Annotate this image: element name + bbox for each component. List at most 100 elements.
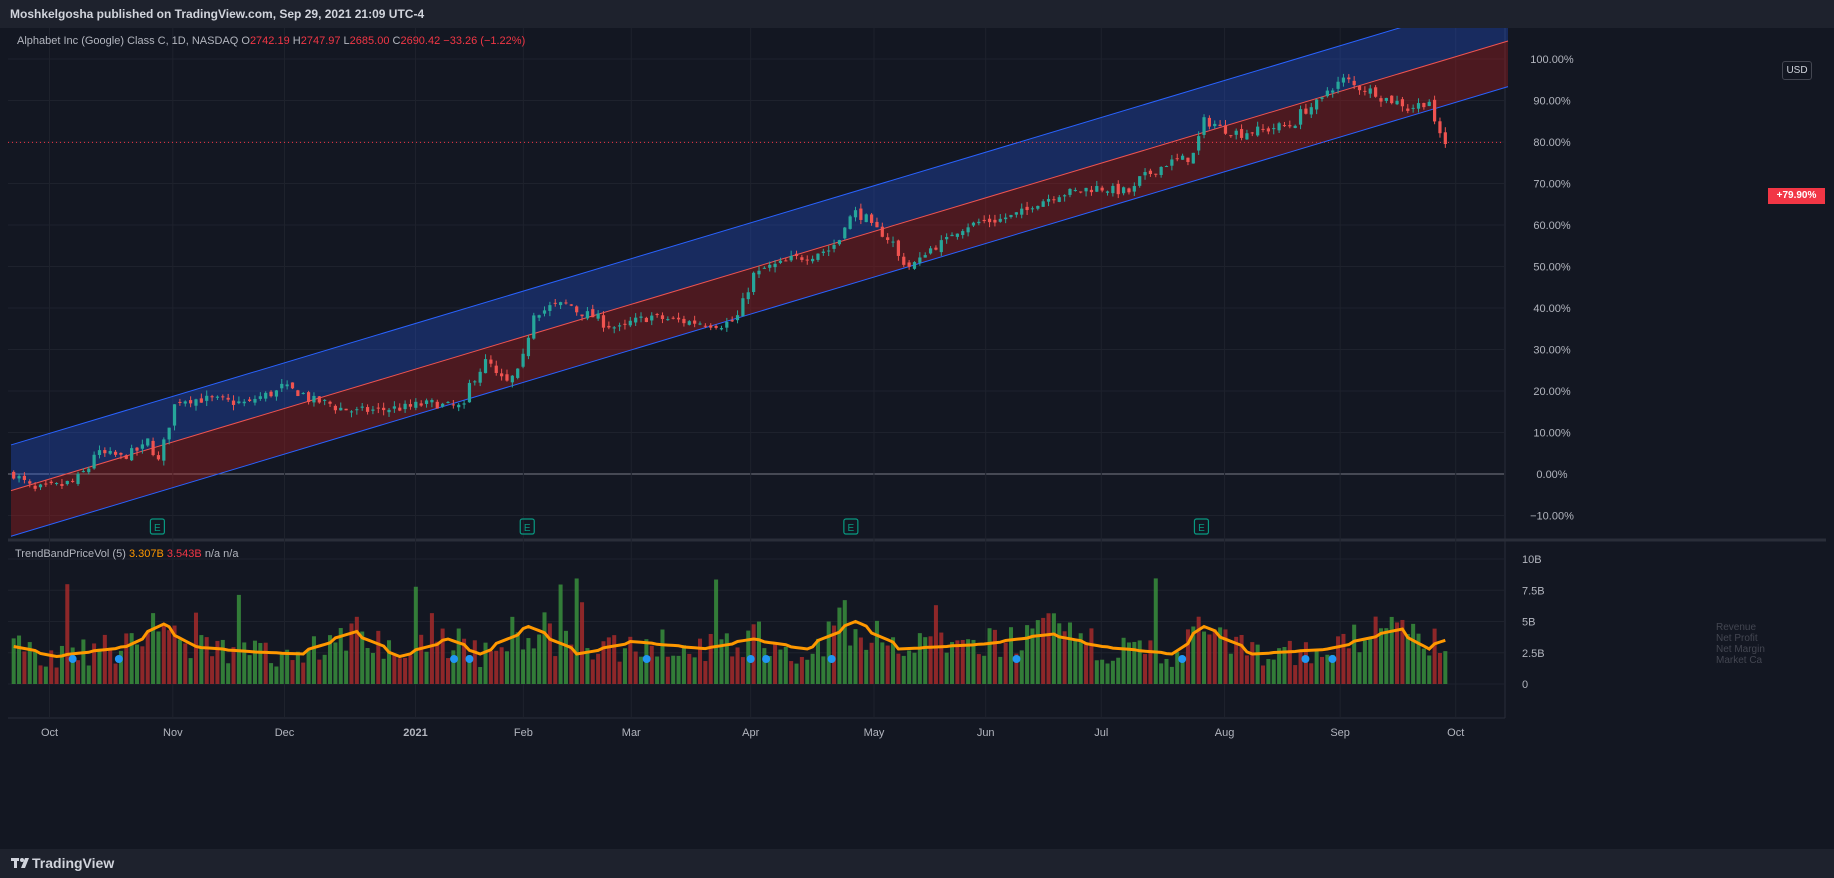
candle-body: [1100, 187, 1104, 191]
volume-bar: [129, 633, 134, 684]
svg-text:E: E: [154, 523, 161, 534]
volume-bar: [360, 631, 365, 684]
candle-body: [349, 411, 354, 413]
volume-bar: [622, 648, 627, 684]
volume-bar: [837, 607, 842, 684]
candle-body: [76, 473, 80, 484]
candle-body: [612, 327, 616, 329]
candle-body: [1057, 197, 1061, 202]
volume-bar: [1148, 640, 1153, 684]
candle-body: [752, 272, 756, 293]
price-tick-label: 0.00%: [1536, 469, 1567, 481]
lower-channel-line: [10, 86, 1509, 537]
volume-bar: [1293, 665, 1298, 684]
volume-bar: [1089, 628, 1094, 684]
candle-body: [258, 396, 262, 399]
volume-bar: [172, 625, 177, 684]
volume-bar: [933, 605, 938, 684]
candle-body: [97, 450, 102, 455]
volume-bar: [580, 602, 585, 684]
candle-body: [103, 450, 107, 454]
candle-body: [703, 325, 707, 327]
candle-body: [617, 325, 622, 327]
price-tick-label: 30.00%: [1533, 345, 1571, 357]
volume-bar: [1051, 613, 1056, 684]
candle-body: [49, 481, 53, 484]
candle-body: [151, 440, 155, 456]
gridlines: [8, 28, 1826, 719]
candle-body: [655, 314, 659, 316]
volume-bar: [33, 651, 38, 684]
chart-svg[interactable]: E E E E 100.00% 90.00% 80.00% 70.00% 60.00% 50.0…: [8, 0, 1826, 849]
candle-body: [172, 404, 177, 426]
volume-bar: [1164, 658, 1169, 684]
fundamental-label: Revenue: [1716, 622, 1757, 633]
candle-body: [875, 221, 879, 228]
volume-bar: [874, 620, 879, 684]
high-value: 2747.97: [300, 35, 341, 47]
volume-bar: [1378, 628, 1383, 684]
candle-body: [1014, 212, 1018, 215]
fundamental-label: Market Ca: [1716, 655, 1763, 666]
volume-bar: [992, 629, 997, 684]
footer-bar: TradingView: [0, 849, 1834, 878]
volume-bar: [381, 658, 386, 684]
open-label: O: [241, 35, 250, 47]
candle-body: [231, 400, 236, 405]
candle-body: [741, 298, 745, 317]
volume-bar: [1218, 627, 1223, 684]
candle-body: [1009, 214, 1013, 218]
candle-body: [848, 216, 852, 229]
volume-bar: [54, 667, 59, 684]
symbol-name: Alphabet Inc (Google) Class C, 1D, NASDA…: [17, 35, 239, 47]
volume-bar: [102, 634, 107, 684]
candle-body: [199, 398, 203, 403]
candle-body: [950, 234, 954, 237]
candle-body: [1030, 208, 1035, 210]
candle-body: [827, 250, 831, 252]
candle-body: [725, 321, 729, 328]
volume-bar: [97, 648, 102, 684]
candle-body: [226, 397, 230, 400]
candle-body: [628, 320, 632, 326]
candle-body: [548, 305, 552, 311]
price-tick-label: 70.00%: [1533, 179, 1571, 191]
volume-bar: [215, 640, 220, 684]
time-tick-label: Oct: [1447, 727, 1464, 739]
volume-bar: [1159, 663, 1164, 684]
candle-body: [644, 317, 648, 323]
candle-body: [553, 302, 557, 304]
volume-bar: [601, 641, 606, 684]
volume-bar: [869, 642, 874, 684]
volume-bar: [799, 657, 804, 684]
volume-bar: [794, 663, 799, 684]
volume-bar: [1003, 642, 1008, 684]
low-value: 2685.00: [349, 35, 390, 47]
volume-bar: [1169, 666, 1174, 684]
candle-body: [837, 240, 842, 245]
volume-bar: [612, 635, 617, 684]
candle-body: [344, 408, 348, 411]
candle-body: [108, 451, 112, 454]
volume-bar: [242, 642, 247, 684]
candle-body: [146, 438, 150, 446]
currency-button[interactable]: USD: [1782, 61, 1812, 80]
candle-body: [623, 323, 627, 325]
volume-bar: [349, 623, 354, 684]
chart-area[interactable]: E E E E 100.00% 90.00% 80.00% 70.00% 60.00% 50.0…: [8, 0, 1826, 849]
candle-body: [778, 260, 783, 263]
volume-bar: [483, 642, 488, 684]
price-tick-label: 90.00%: [1533, 96, 1571, 108]
volume-bar: [998, 656, 1003, 684]
volume-bar: [1025, 625, 1030, 684]
time-tick-label: Nov: [163, 727, 183, 739]
candle-body: [1400, 99, 1405, 107]
volume-bar: [939, 632, 944, 684]
candle-body: [178, 401, 182, 403]
indicator-legend: TrendBandPriceVol (5) 3.307B 3.543B n/a …: [15, 548, 238, 560]
volume-bar: [966, 639, 971, 684]
candle-body: [660, 315, 665, 320]
candle-body: [709, 325, 713, 328]
candle-body: [414, 401, 418, 408]
volume-bar: [210, 656, 215, 684]
